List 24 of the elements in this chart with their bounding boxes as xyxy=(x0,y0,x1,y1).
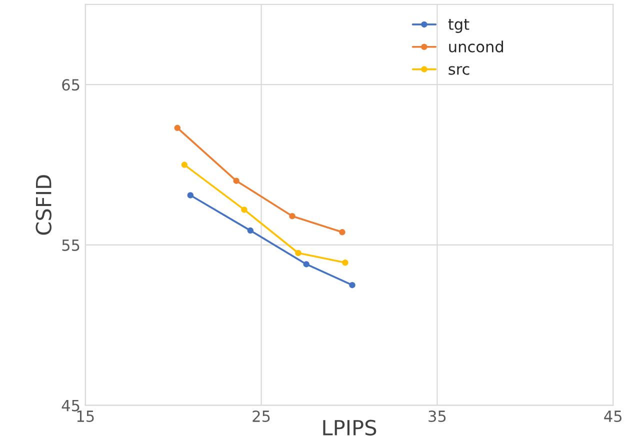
point xyxy=(247,227,254,234)
point xyxy=(233,178,240,184)
x-tick-label: 15 xyxy=(77,410,94,422)
x-axis-title: LPIPS xyxy=(323,420,376,436)
x-tick-label: 25 xyxy=(252,410,270,422)
y-axis-title: CSFID xyxy=(36,175,52,235)
point xyxy=(187,192,194,198)
legend-label: uncond xyxy=(449,40,503,52)
y-tick-label: 45 xyxy=(62,400,80,412)
point xyxy=(342,259,348,266)
x-tick-label: 45 xyxy=(604,410,622,422)
x-tick-label: 35 xyxy=(428,410,446,422)
point xyxy=(349,282,356,288)
point xyxy=(295,250,302,256)
y-tick-label: 65 xyxy=(62,79,80,91)
point xyxy=(289,212,296,220)
point xyxy=(181,162,188,168)
legend-label: src xyxy=(448,66,470,75)
point xyxy=(339,229,346,236)
legend-label: tgt xyxy=(448,19,470,33)
point xyxy=(303,261,310,268)
y-tick-label: 55 xyxy=(62,240,80,251)
point xyxy=(174,124,181,132)
point xyxy=(241,206,248,213)
